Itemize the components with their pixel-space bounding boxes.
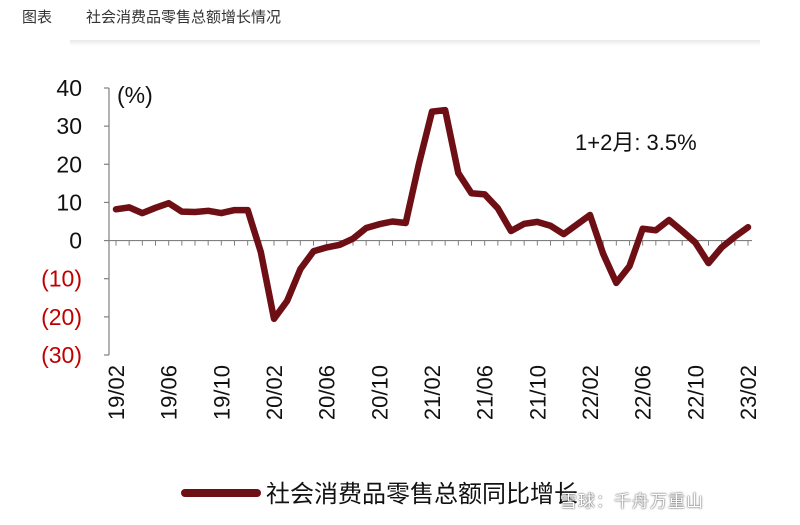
y-tick-label: (10) <box>41 266 82 292</box>
figure-title: 社会消费品零售总额增长情况 <box>86 8 282 26</box>
x-tick-label: 19/10 <box>209 365 234 420</box>
x-tick-label: 22/10 <box>683 365 708 420</box>
x-tick-label: 20/10 <box>367 365 392 420</box>
header-divider <box>70 40 760 46</box>
figure-label: 图表 <box>22 8 53 26</box>
y-tick-label: (30) <box>41 342 82 368</box>
x-tick-label: 21/06 <box>473 365 498 420</box>
legend-label: 社会消费品零售总额同比增长 <box>266 480 578 508</box>
series-line <box>112 106 752 323</box>
x-tick-label: 20/02 <box>262 365 287 420</box>
x-tick-label: 19/02 <box>104 365 129 420</box>
y-tick-label: 10 <box>56 189 82 215</box>
x-tick-label: 19/06 <box>157 365 182 420</box>
y-tick-label: 0 <box>69 228 82 254</box>
header: 图表 社会消费品零售总额增长情况 <box>0 0 800 46</box>
watermark: 雪球：千舟万重山 <box>560 492 704 512</box>
y-tick-label: (20) <box>41 304 82 330</box>
y-axis-label: (%) <box>117 82 153 108</box>
chart-annotation: 1+2月: 3.5% <box>575 130 697 155</box>
x-tick-label: 23/02 <box>736 365 761 420</box>
x-tick-label: 20/06 <box>315 365 340 420</box>
x-tick-label: 21/10 <box>525 365 550 420</box>
x-tick-label: 22/02 <box>578 365 603 420</box>
y-tick-label: 20 <box>56 151 82 177</box>
y-tick-label: 30 <box>56 113 82 139</box>
x-tick-label: 21/02 <box>420 365 445 420</box>
y-tick-label: 40 <box>56 75 82 101</box>
x-tick-label: 22/06 <box>631 365 656 420</box>
